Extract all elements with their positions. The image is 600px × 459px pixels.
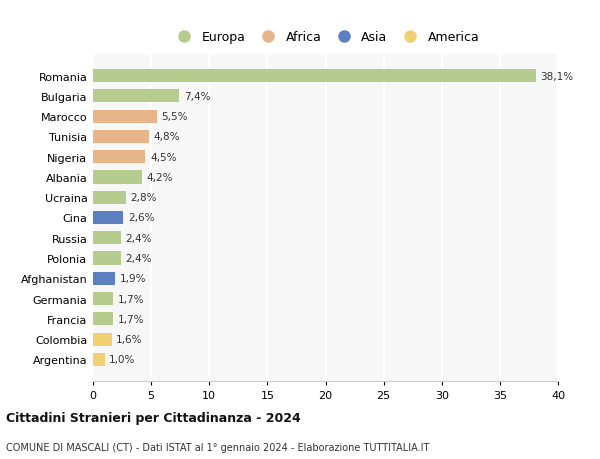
Bar <box>93 110 157 123</box>
Bar <box>93 70 536 83</box>
Text: 1,6%: 1,6% <box>116 334 143 344</box>
Bar <box>93 171 142 184</box>
Legend: Europa, Africa, Asia, America: Europa, Africa, Asia, America <box>169 29 482 47</box>
Bar <box>93 90 179 103</box>
Text: 38,1%: 38,1% <box>541 72 574 81</box>
Text: 2,6%: 2,6% <box>128 213 154 223</box>
Bar <box>93 333 112 346</box>
Text: 4,2%: 4,2% <box>146 173 173 183</box>
Text: 4,5%: 4,5% <box>150 152 176 162</box>
Text: 1,0%: 1,0% <box>109 355 136 364</box>
Text: 2,8%: 2,8% <box>130 193 157 203</box>
Bar <box>93 191 125 204</box>
Bar <box>93 272 115 285</box>
Text: 2,4%: 2,4% <box>125 253 152 263</box>
Text: 1,7%: 1,7% <box>118 294 144 304</box>
Bar <box>93 212 123 224</box>
Bar <box>93 313 113 326</box>
Text: COMUNE DI MASCALI (CT) - Dati ISTAT al 1° gennaio 2024 - Elaborazione TUTTITALIA: COMUNE DI MASCALI (CT) - Dati ISTAT al 1… <box>6 442 430 452</box>
Bar <box>93 353 104 366</box>
Bar <box>93 151 145 164</box>
Bar <box>93 232 121 245</box>
Bar <box>93 252 121 265</box>
Bar <box>93 130 149 144</box>
Text: 2,4%: 2,4% <box>125 233 152 243</box>
Text: Cittadini Stranieri per Cittadinanza - 2024: Cittadini Stranieri per Cittadinanza - 2… <box>6 412 301 425</box>
Text: 5,5%: 5,5% <box>161 112 188 122</box>
Bar <box>93 292 113 306</box>
Text: 7,4%: 7,4% <box>184 92 210 102</box>
Text: 1,9%: 1,9% <box>120 274 146 284</box>
Text: 4,8%: 4,8% <box>154 132 180 142</box>
Text: 1,7%: 1,7% <box>118 314 144 324</box>
